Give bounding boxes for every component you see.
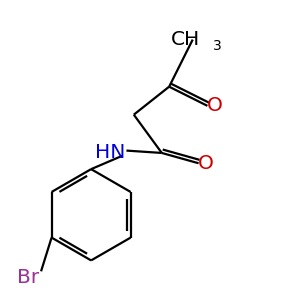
Text: CH: CH [171,30,200,49]
Text: O: O [207,96,223,115]
Text: O: O [198,154,214,173]
Text: Br: Br [17,268,39,287]
Text: HN: HN [95,143,125,162]
Text: 3: 3 [213,39,222,53]
